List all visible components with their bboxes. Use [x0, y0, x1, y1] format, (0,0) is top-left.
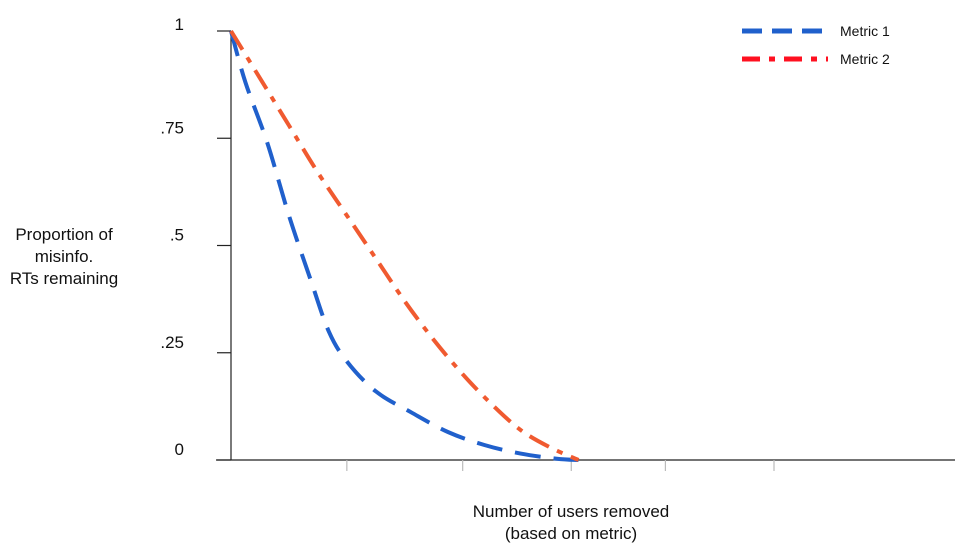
y-axis-title-line: RTs remaining	[10, 269, 118, 288]
y-tick-label: .5	[170, 226, 184, 245]
y-tick-label: .25	[160, 333, 184, 352]
x-axis-title: Number of users removed (based on metric)	[473, 502, 670, 543]
y-axis-title-line: misinfo.	[35, 247, 94, 266]
axes	[216, 31, 955, 461]
y-tick-label: 1	[175, 15, 184, 34]
x-axis-title-line: (based on metric)	[505, 524, 637, 543]
y-axis-title: Proportion of misinfo. RTs remaining	[10, 225, 118, 288]
series-line-metric-2	[229, 29, 580, 462]
x-ticks	[346, 460, 775, 471]
legend-label: Metric 2	[840, 51, 890, 67]
y-ticks: 0 .25 .5 .75 1	[160, 15, 231, 461]
y-tick-label: 0	[175, 440, 184, 459]
series-line-metric-1	[229, 30, 579, 462]
y-axis-title-line: Proportion of	[15, 225, 113, 244]
y-tick-label: .75	[160, 118, 184, 137]
legend-label: Metric 1	[840, 23, 890, 39]
legend: Metric 1 Metric 2	[742, 23, 890, 67]
series-group	[229, 29, 580, 462]
x-axis-title-line: Number of users removed	[473, 502, 670, 521]
